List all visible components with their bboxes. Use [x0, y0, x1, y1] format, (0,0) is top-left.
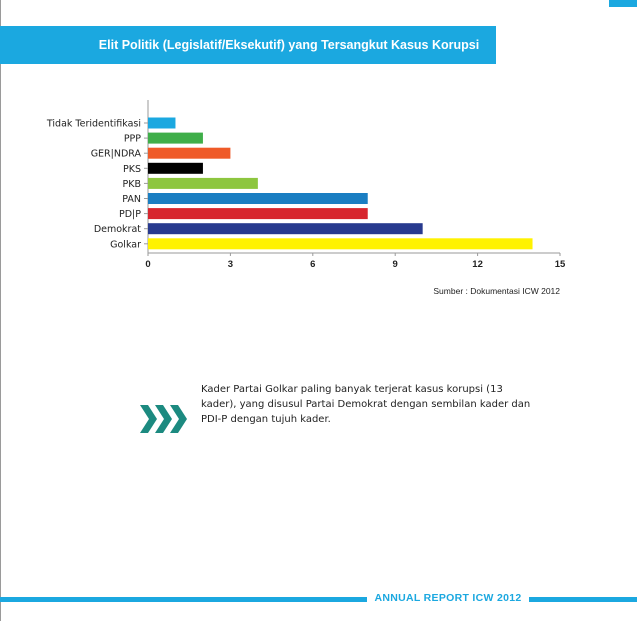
y-tick-label: PKB [123, 179, 141, 190]
chart-title: Elit Politik (Legislatif/Eksekutif) yang… [98, 38, 480, 52]
bar [148, 162, 203, 174]
footer-rule-right [529, 597, 637, 602]
x-tick-label: 0 [145, 259, 150, 270]
x-tick-label: 9 [393, 259, 398, 270]
corner-tab [609, 0, 637, 7]
footer-rule-left [0, 597, 367, 602]
bar [148, 117, 176, 129]
footer-label: ANNUAL REPORT ICW 2012 [374, 592, 522, 604]
y-tick-label: GER|NDRA [91, 149, 142, 160]
y-tick-label: Tidak Teridentifikasi [46, 119, 141, 130]
title-banner: Elit Politik (Legislatif/Eksekutif) yang… [0, 26, 496, 64]
y-tick-label: Golkar [110, 239, 141, 250]
y-tick-label: PAN [122, 194, 141, 205]
x-tick-label: 15 [555, 259, 566, 270]
y-tick-label: PKS [123, 164, 141, 175]
bar [148, 132, 203, 144]
bar-chart: Tidak Teridentifikasi PPP GER|NDRA PKS PKB PA… [46, 100, 566, 270]
left-border [0, 0, 1, 621]
source-caption: Sumber : Dokumentasi ICW 2012 [433, 286, 560, 296]
y-tick-label: PD|P [119, 209, 141, 220]
y-tick-label: PPP [124, 134, 141, 145]
y-tick-label: Demokrat [94, 224, 141, 235]
bar [148, 147, 231, 159]
x-tick-label: 12 [472, 259, 483, 270]
bar [148, 177, 258, 189]
x-tick-label: 3 [228, 259, 233, 270]
bar [148, 238, 533, 250]
x-tick-label: 6 [310, 259, 315, 270]
bar [148, 223, 423, 235]
chevrons-icon [140, 405, 187, 433]
chart-note: Kader Partai Golkar paling banyak terjer… [201, 384, 531, 425]
bar [148, 193, 368, 204]
bar [148, 208, 368, 220]
